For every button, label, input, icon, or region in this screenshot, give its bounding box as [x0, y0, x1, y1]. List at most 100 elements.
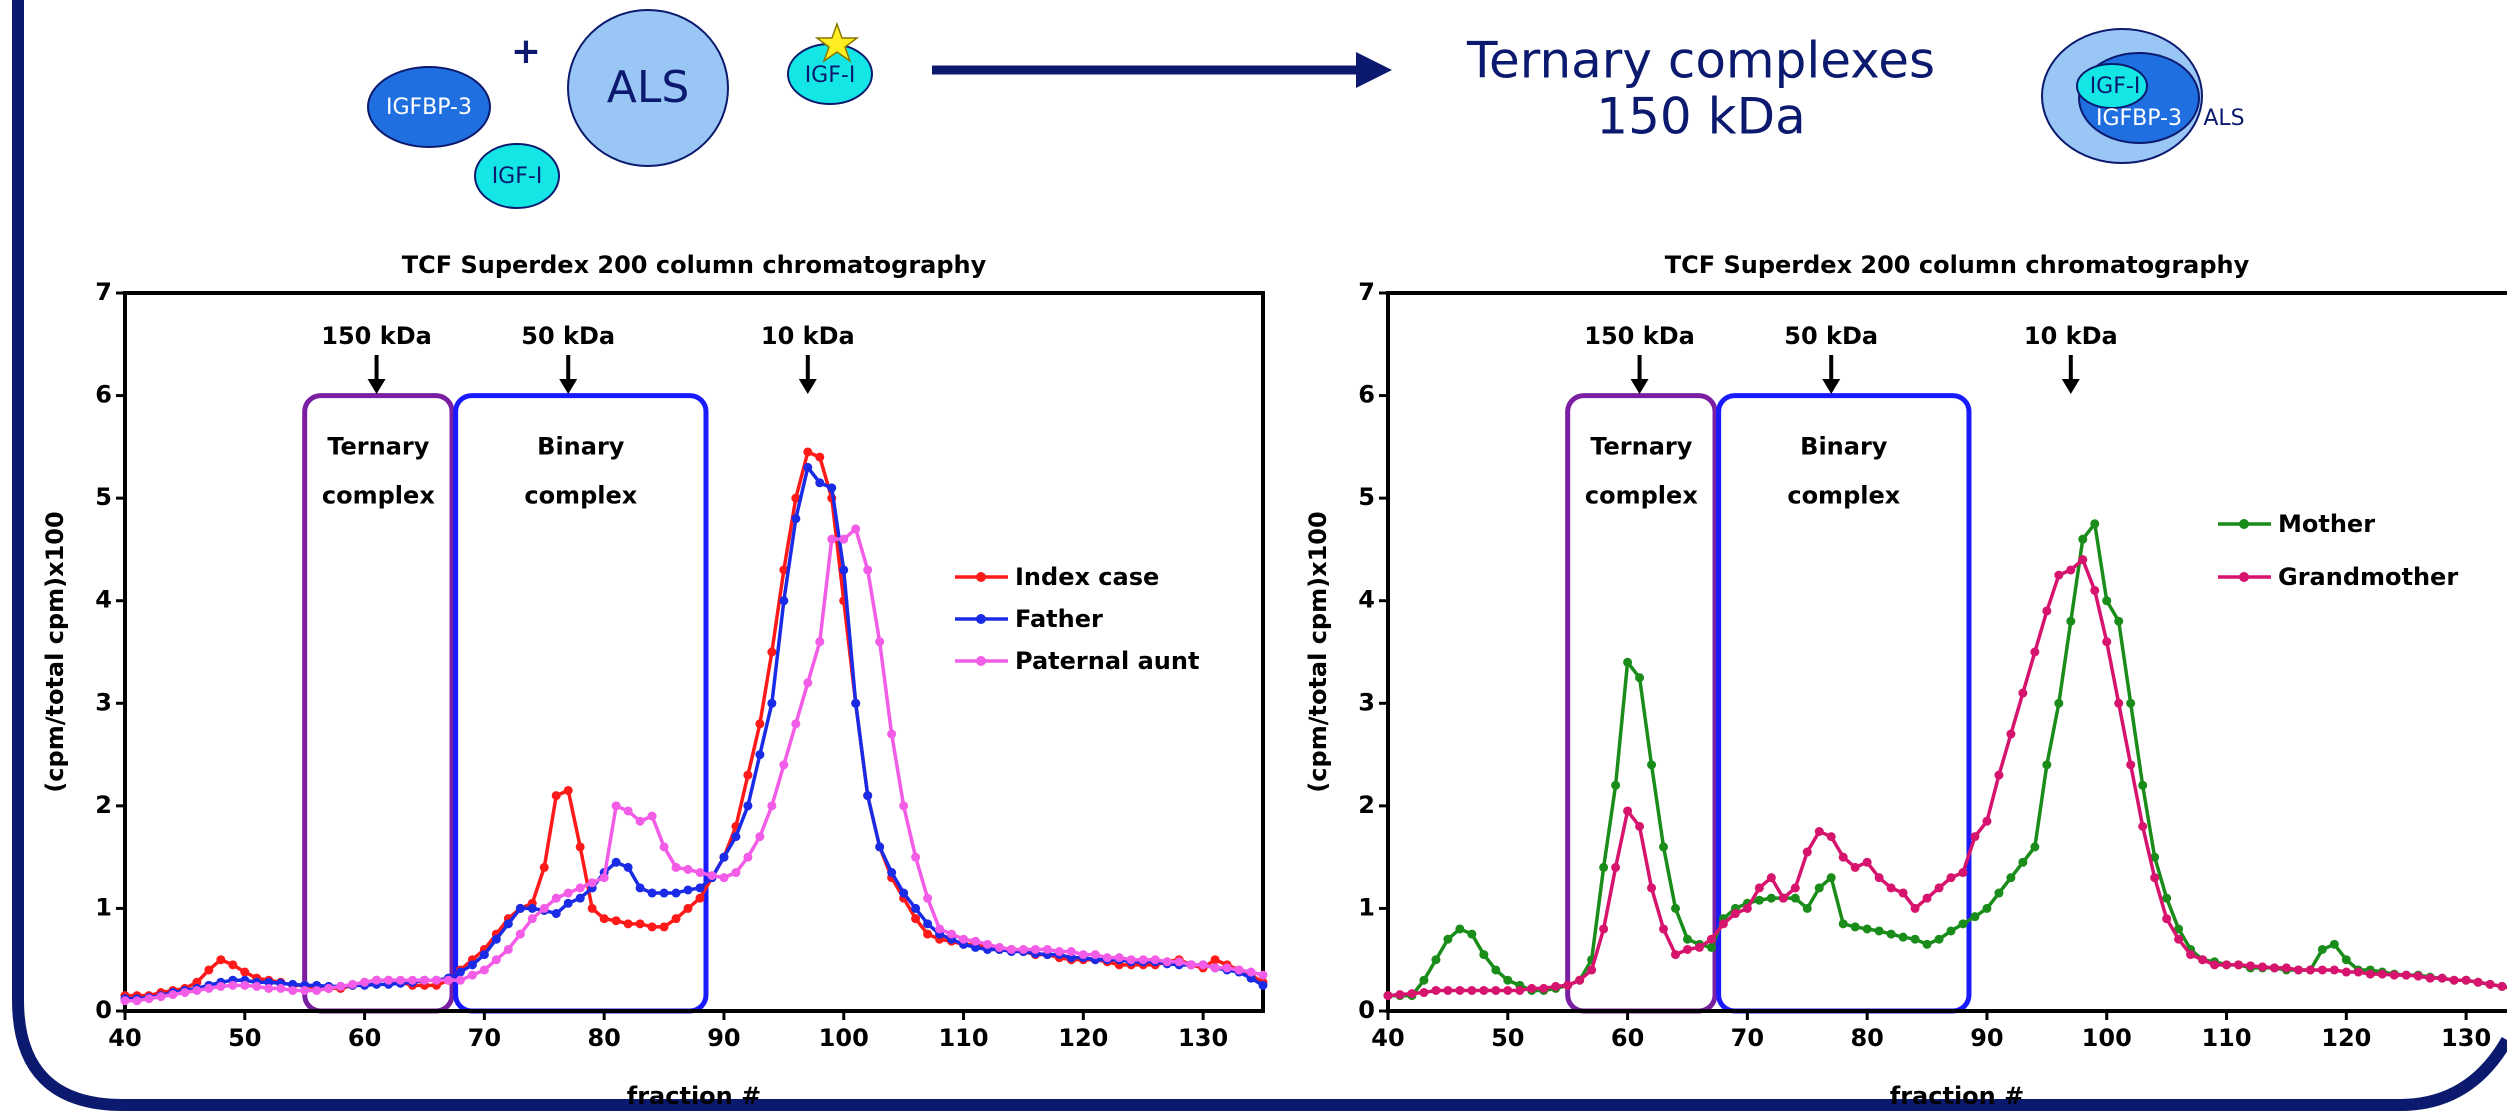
data-point [1958, 919, 1968, 929]
data-point [1611, 862, 1621, 872]
data-point [539, 862, 549, 872]
data-point [1246, 973, 1256, 983]
data-point [2066, 565, 2076, 575]
data-point [2102, 596, 2112, 606]
data-point [2245, 961, 2255, 971]
slide-frame [12, 0, 2507, 1111]
data-point [982, 939, 992, 949]
y-tick-label: 7 [95, 278, 112, 306]
chart: TCF Superdex 200 column chromatography fr… [41, 251, 1268, 1110]
data-point [1790, 893, 1800, 903]
data-point [1431, 955, 1441, 965]
data-point [2413, 971, 2423, 981]
y-tick-label: 2 [1358, 791, 1375, 819]
data-point [731, 832, 741, 842]
data-point [192, 977, 202, 987]
data-point [216, 955, 226, 965]
region-label: complex [524, 482, 637, 510]
data-point [1407, 989, 1417, 999]
data-point [887, 868, 897, 878]
star [814, 21, 860, 63]
data-point [372, 975, 382, 985]
data-point [2186, 950, 2196, 960]
data-point [2317, 944, 2327, 954]
data-point [1210, 955, 1220, 965]
data-point [923, 893, 933, 903]
x-tick-label: 120 [2321, 1024, 2371, 1052]
data-point [863, 565, 873, 575]
data-point [1706, 934, 1716, 944]
data-point [2126, 698, 2136, 708]
data-point [1563, 980, 1573, 990]
data-point [1455, 985, 1465, 995]
legend-marker [2239, 572, 2249, 582]
data-point [2150, 873, 2160, 883]
data-point [563, 888, 573, 898]
label: IGFBP-3 [2096, 106, 2182, 131]
legend-label: Father [1015, 605, 1103, 633]
data-point [1766, 873, 1776, 883]
data-point [2018, 688, 2028, 698]
x-tick-label: 130 [2441, 1024, 2491, 1052]
data-point [1647, 760, 1657, 770]
data-point [168, 990, 178, 1000]
label: ALS [2203, 106, 2244, 131]
label: ALS [607, 62, 690, 113]
data-point [1659, 924, 1669, 934]
series-line [125, 525, 1264, 1003]
data-point [815, 452, 825, 462]
data-point [1150, 955, 1160, 965]
data-point [1718, 919, 1728, 929]
data-point [755, 750, 765, 760]
legend-label: Index case [1015, 563, 1159, 591]
data-point [1659, 842, 1669, 852]
y-tick-label: 0 [1358, 996, 1375, 1024]
data-point [1186, 960, 1196, 970]
data-point [2425, 973, 2435, 983]
data-point [1635, 673, 1645, 683]
data-point [1551, 981, 1561, 991]
data-point [827, 483, 837, 493]
data-point [911, 914, 921, 924]
data-point [1730, 909, 1740, 919]
y-tick-label: 3 [1358, 688, 1375, 716]
data-point [2150, 852, 2160, 862]
data-point [1467, 985, 1477, 995]
data-point [2353, 967, 2363, 977]
data-point [851, 524, 861, 534]
y-tick-label: 1 [1358, 893, 1375, 921]
y-axis-label: (cpm/total cpm)x100 [41, 511, 69, 792]
data-point [216, 981, 226, 991]
series-line [125, 449, 1264, 998]
annotation: 150 kDa [321, 322, 432, 350]
data-point [431, 975, 441, 985]
legend-marker [2239, 519, 2249, 529]
label: IGF-I [2090, 74, 2141, 99]
data-point [515, 903, 525, 913]
data-point [1599, 862, 1609, 872]
data-point [467, 970, 477, 980]
data-point [2293, 965, 2303, 975]
data-point [683, 885, 693, 895]
data-point [1754, 895, 1764, 905]
data-point [1910, 934, 1920, 944]
x-tick-label: 100 [2082, 1024, 2132, 1052]
data-point [2401, 970, 2411, 980]
data-point [1970, 832, 1980, 842]
data-point [1802, 903, 1812, 913]
data-point [1838, 919, 1848, 929]
data-point [2341, 955, 2351, 965]
data-point [1934, 934, 1944, 944]
x-tick-label: 40 [1371, 1024, 1404, 1052]
data-point [539, 903, 549, 913]
x-tick-label: 70 [468, 1024, 501, 1052]
data-point [1042, 944, 1052, 954]
igf1-shape [2076, 63, 2148, 109]
data-point [1623, 657, 1633, 667]
data-point [863, 791, 873, 801]
data-point [1419, 988, 1429, 998]
data-point [192, 985, 202, 995]
data-point [1575, 975, 1585, 985]
data-point [324, 983, 334, 993]
data-point [1174, 957, 1184, 967]
